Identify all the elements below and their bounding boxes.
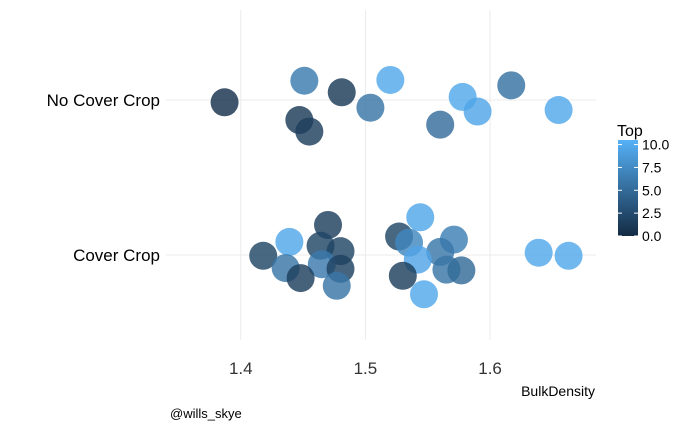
x-tick-labels: 1.4 1.5 1.6 (229, 359, 502, 378)
data-point (286, 264, 315, 293)
legend-tick-labels: 10.0 7.5 5.0 2.5 0.0 (618, 137, 669, 244)
caption-credit: @wills_skye (170, 406, 242, 421)
data-point (426, 110, 455, 139)
data-point (322, 271, 351, 300)
data-point (410, 280, 438, 309)
x-tick-label: 1.4 (229, 359, 253, 378)
color-legend: Top 10.0 7.5 5.0 2.5 0.0 (617, 123, 669, 244)
y-tick-labels: No Cover Crop Cover Crop (47, 91, 160, 265)
legend-title: Top (617, 123, 643, 140)
legend-colorbar (618, 140, 638, 236)
data-point (463, 97, 492, 126)
legend-tick-label: 0.0 (642, 228, 662, 244)
grid-lines (166, 10, 596, 340)
x-axis-title: BulkDensity (521, 383, 595, 399)
data-points (210, 65, 583, 309)
y-tick-label: Cover Crop (73, 246, 160, 265)
x-tick-label: 1.6 (478, 359, 502, 378)
data-point (388, 261, 417, 290)
data-point (249, 241, 278, 270)
legend-tick-label: 2.5 (642, 205, 662, 221)
x-tick-label: 1.5 (354, 359, 378, 378)
data-point (544, 96, 573, 125)
data-point (554, 241, 583, 270)
data-point (406, 203, 435, 232)
data-point (295, 117, 324, 146)
data-point (376, 65, 405, 94)
legend-tick-label: 10.0 (642, 137, 669, 153)
data-point (524, 238, 553, 267)
data-point (327, 78, 356, 107)
data-point (275, 227, 304, 256)
data-point (290, 66, 319, 95)
legend-tick-label: 7.5 (642, 159, 662, 175)
data-point (447, 256, 476, 285)
y-tick-label: No Cover Crop (47, 91, 160, 110)
data-point (356, 93, 385, 122)
data-point (210, 88, 239, 117)
data-point (497, 71, 526, 100)
legend-tick-label: 5.0 (642, 182, 662, 198)
